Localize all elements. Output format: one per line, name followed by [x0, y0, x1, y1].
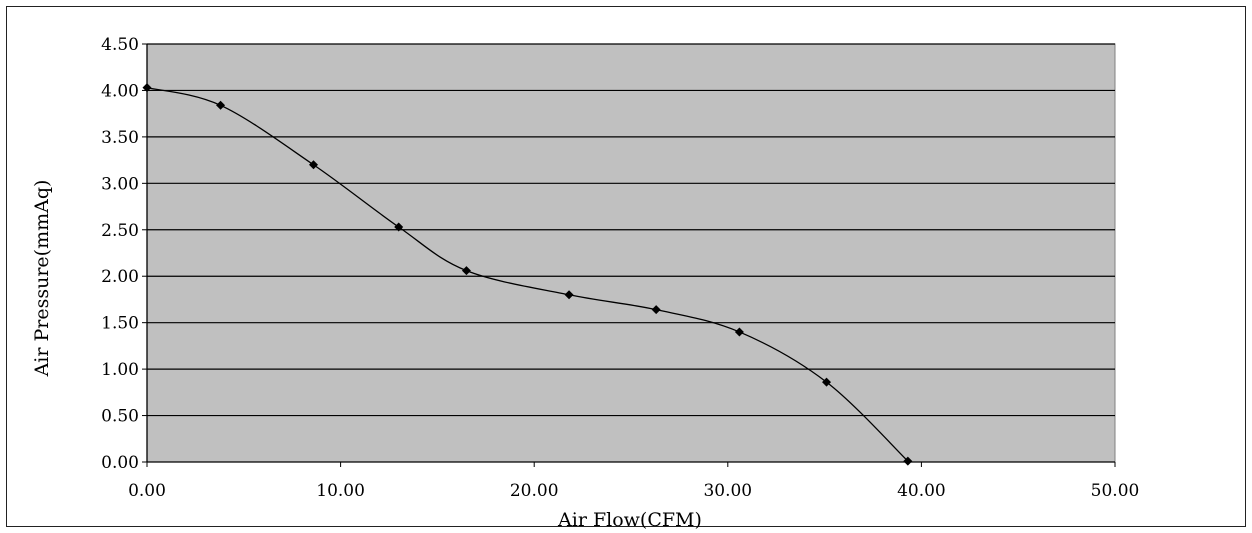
- y-tick-label: 1.50: [101, 314, 139, 334]
- y-tick-label: 2.50: [101, 221, 139, 241]
- x-axis-title: Air Flow(CFM): [557, 509, 702, 531]
- y-axis-title: Air Pressure(mmAq): [31, 180, 53, 378]
- data-point: [564, 290, 574, 300]
- y-tick-labels: 0.00 0.50 1.00 1.50 2.00 2.50 3.00 3.50 4.00 4.50: [101, 35, 139, 473]
- y-tick-label: 0.00: [101, 453, 139, 473]
- y-tick-label: 4.00: [101, 81, 139, 101]
- data-point: [903, 456, 913, 466]
- y-tick-label: 0.50: [101, 407, 139, 427]
- axes: [146, 44, 1115, 463]
- x-tick-label: 20.00: [510, 481, 559, 501]
- grid-lines: [142, 43, 1116, 467]
- data-point: [734, 327, 744, 337]
- x-tick-label: 30.00: [703, 481, 752, 501]
- y-tick-label: 3.50: [101, 128, 139, 148]
- x-tick-label: 10.00: [316, 481, 365, 501]
- x-tick-label: 40.00: [897, 481, 946, 501]
- data-point: [216, 100, 226, 110]
- plot-area: [146, 43, 1116, 463]
- y-tick-label: 2.00: [101, 267, 139, 287]
- x-tick-label: 0.00: [128, 481, 166, 501]
- y-tick-label: 1.00: [101, 360, 139, 380]
- series-markers: [142, 83, 913, 466]
- data-point: [461, 266, 471, 276]
- data-point: [308, 160, 318, 170]
- y-tick-label: 3.00: [101, 174, 139, 194]
- data-point: [651, 305, 661, 315]
- data-point: [142, 83, 152, 93]
- y-tick-label: 4.50: [101, 35, 139, 55]
- x-tick-label: 50.00: [1091, 481, 1140, 501]
- x-tick-labels: 0.00 10.00 20.00 30.00 40.00 50.00: [128, 481, 1139, 501]
- data-point: [822, 377, 832, 387]
- data-point: [394, 222, 404, 232]
- series-line: [146, 87, 909, 462]
